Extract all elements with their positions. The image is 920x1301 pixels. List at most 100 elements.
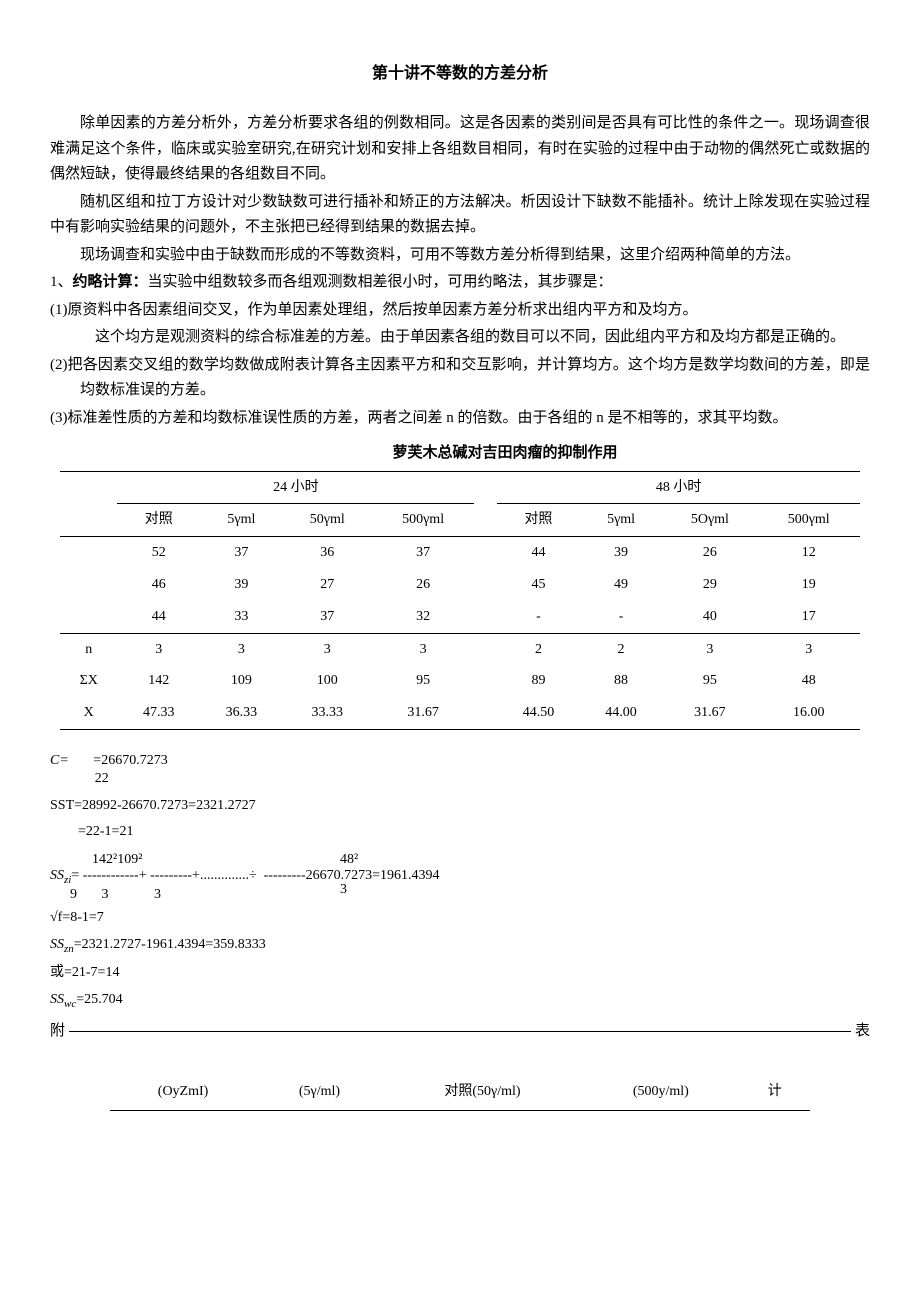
cell: - xyxy=(497,601,580,633)
appendix-rule xyxy=(69,1031,851,1032)
calc-sszn-ss: SS xyxy=(50,937,64,952)
item-1-prefix: 1、 xyxy=(50,274,73,290)
appendix-right: 表 xyxy=(855,1019,870,1045)
cell: 40 xyxy=(662,601,757,633)
item-1-rest: 当实验中组数较多而各组观测数相差很小时，可用约略法，其步骤是： xyxy=(148,274,613,290)
col-header: 500γml xyxy=(372,504,474,537)
col-header: 对照 xyxy=(117,504,200,537)
cell: 2 xyxy=(497,633,580,665)
appendix-col: (OyZmI) xyxy=(110,1074,256,1110)
paragraph-1: 除单因素的方差分析外，方差分析要求各组的例数相同。这是各因素的类别间是否具有可比… xyxy=(50,111,870,188)
calc-sszi-num2: 48² xyxy=(340,852,358,869)
calc-sszn-val: =2321.2727-1961.4394=359.8333 xyxy=(74,937,266,952)
cell: 49 xyxy=(580,569,663,601)
subitem-3: (3)标准差性质的方差和均数标准误性质的方差，两者之间差 n 的倍数。由于各组的… xyxy=(50,406,870,432)
calc-sszn-sub: zn xyxy=(64,943,74,955)
cell: 52 xyxy=(117,537,200,569)
calc-sswc-ss: SS xyxy=(50,992,64,1007)
cell: 37 xyxy=(372,537,474,569)
cell: 39 xyxy=(580,537,663,569)
appendix-col: 计 xyxy=(740,1074,810,1110)
appendix-left: 附 xyxy=(50,1019,65,1045)
calc-sswc: SSwc=25.704 xyxy=(50,989,870,1013)
cell: 95 xyxy=(662,665,757,697)
cell: 3 xyxy=(372,633,474,665)
col-header: 500γml xyxy=(757,504,860,537)
cell: 45 xyxy=(497,569,580,601)
item-1-bold: 约略计算： xyxy=(73,274,148,290)
cell: 37 xyxy=(283,601,372,633)
calc-sszn: SSzn=2321.2727-1961.4394=359.8333 xyxy=(50,934,870,958)
calc-c-val: =26670.7273 xyxy=(93,753,167,768)
cell: 31.67 xyxy=(372,697,474,729)
cell: 33.33 xyxy=(283,697,372,729)
cell: 31.67 xyxy=(662,697,757,729)
cell: 16.00 xyxy=(757,697,860,729)
cell: 47.33 xyxy=(117,697,200,729)
cell: 3 xyxy=(662,633,757,665)
appendix-col: 对照(50γ/ml) xyxy=(383,1074,582,1110)
data-table: 24 小时 48 小时 对照 5γml 50γml 500γml 对照 5γml… xyxy=(60,471,860,730)
table-title: 萝芙木总碱对吉田肉瘤的抑制作用 xyxy=(140,441,870,467)
item-1: 1、约略计算：当实验中组数较多而各组观测数相差很小时，可用约略法，其步骤是： xyxy=(50,270,870,296)
page-title: 第十讲不等数的方差分析 xyxy=(50,60,870,87)
cell: 142 xyxy=(117,665,200,697)
cell: 17 xyxy=(757,601,860,633)
cell: 46 xyxy=(117,569,200,601)
cell: 3 xyxy=(117,633,200,665)
appendix-table: (OyZmI) (5γ/ml) 对照(50γ/ml) (500y/ml) 计 xyxy=(110,1074,810,1111)
appendix-col: (5γ/ml) xyxy=(256,1074,383,1110)
calc-sszi-den: 9 3 3 xyxy=(70,887,870,904)
calc-or: 或=21-7=14 xyxy=(50,962,870,984)
group-1-header: 24 小时 xyxy=(117,471,474,504)
calc-sszi-mid: ------------+ ---------+..............÷ xyxy=(83,868,257,883)
col-header: 5γml xyxy=(200,504,283,537)
cell: 3 xyxy=(200,633,283,665)
col-header: 50γml xyxy=(283,504,372,537)
cell: 109 xyxy=(200,665,283,697)
cell: 95 xyxy=(372,665,474,697)
cell: 44.00 xyxy=(580,697,663,729)
cell: - xyxy=(580,601,663,633)
cell: 32 xyxy=(372,601,474,633)
subitem-2: (2)把各因素交叉组的数学均数做成附表计算各主因素平方和和交互影响，并计算均方。… xyxy=(50,353,870,404)
calc-df: =22-1=21 xyxy=(78,821,870,843)
calc-sszi-den2: 3 xyxy=(340,882,347,899)
cell: 100 xyxy=(283,665,372,697)
col-header: 对照 xyxy=(497,504,580,537)
calc-f: √f=8-1=7 xyxy=(50,907,870,929)
calc-sszi: 142²109² 48² SSzi= ------------+ -------… xyxy=(50,854,870,904)
appendix-header: 附 表 xyxy=(50,1019,870,1045)
row-label-n: n xyxy=(60,633,117,665)
calc-c-lhs: C= xyxy=(50,753,69,768)
calc-c: C= =26670.7273 22 xyxy=(50,750,870,791)
paragraph-3: 现场调查和实验中由于缺数而形成的不等数资料，可用不等数方差分析得到结果，这里介绍… xyxy=(50,243,870,269)
cell: 3 xyxy=(757,633,860,665)
calc-sswc-sub: wc xyxy=(64,997,76,1009)
cell: 89 xyxy=(497,665,580,697)
cell: 2 xyxy=(580,633,663,665)
cell: 48 xyxy=(757,665,860,697)
cell: 33 xyxy=(200,601,283,633)
cell: 88 xyxy=(580,665,663,697)
col-header: 5γml xyxy=(580,504,663,537)
cell: 44.50 xyxy=(497,697,580,729)
cell: 27 xyxy=(283,569,372,601)
cell: 39 xyxy=(200,569,283,601)
calc-sszi-end: ---------26670.7273=1961.4394 xyxy=(264,868,440,883)
group-2-header: 48 小时 xyxy=(497,471,860,504)
cell: 44 xyxy=(117,601,200,633)
cell: 29 xyxy=(662,569,757,601)
cell: 26 xyxy=(662,537,757,569)
row-label-x: X xyxy=(60,697,117,729)
cell: 3 xyxy=(283,633,372,665)
cell: 19 xyxy=(757,569,860,601)
calc-c-denom: 22 xyxy=(95,768,870,790)
subitem-1: (1)原资料中各因素组间交叉，作为单因素处理组，然后按单因素方差分析求出组内平方… xyxy=(50,298,870,324)
row-label-sx: ΣX xyxy=(60,665,117,697)
cell: 37 xyxy=(200,537,283,569)
appendix-col: (500y/ml) xyxy=(582,1074,739,1110)
calc-sszi-ss: SS xyxy=(50,868,64,883)
calc-sszi-num1: 142²109² xyxy=(92,852,142,869)
cell: 36 xyxy=(283,537,372,569)
